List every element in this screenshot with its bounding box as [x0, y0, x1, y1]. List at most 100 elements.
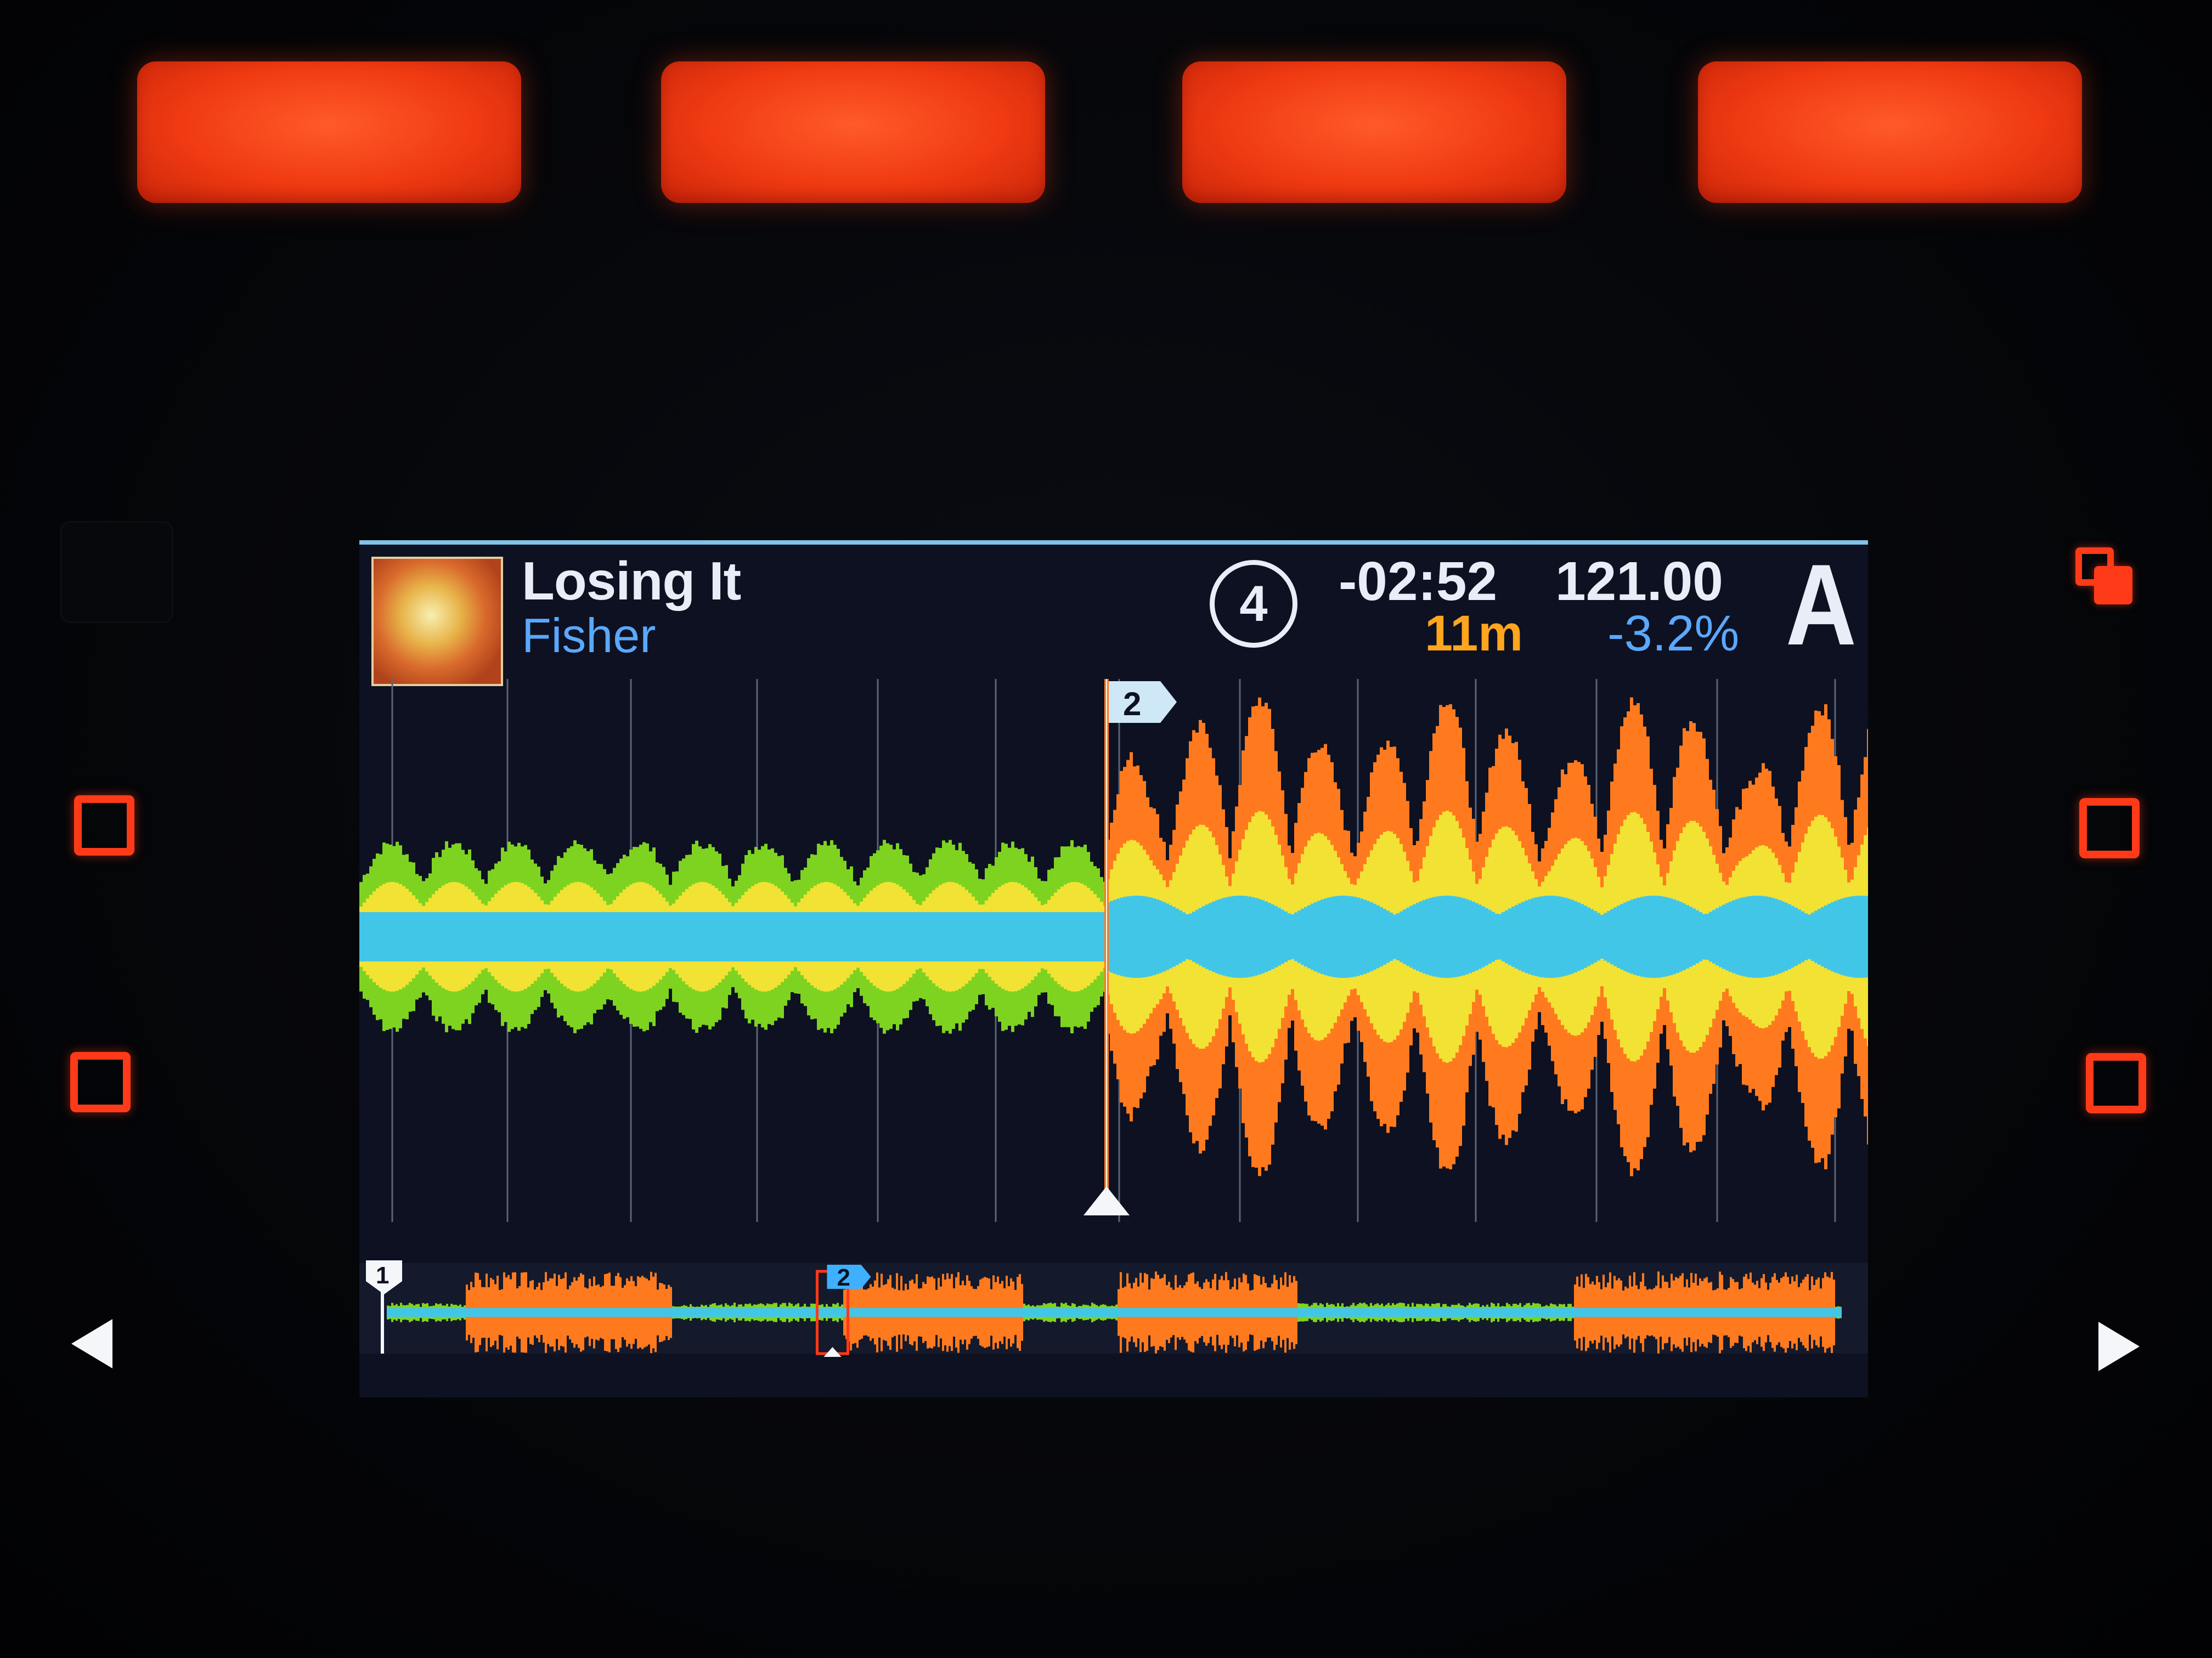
waveform-low-band — [1324, 898, 1327, 975]
overview-low-band — [486, 1308, 488, 1317]
waveform-low-band — [1314, 902, 1317, 972]
waveform-low-band — [1850, 896, 1854, 977]
right-side-button-1[interactable] — [2079, 798, 2140, 858]
waveform-low-band — [1847, 897, 1850, 977]
waveform-low-band — [468, 912, 471, 961]
overview-low-band — [1098, 1308, 1100, 1317]
waveform-low-band — [1238, 896, 1242, 978]
waveform-low-band — [577, 912, 580, 961]
zoomed-waveform[interactable]: 2 — [359, 679, 1868, 1233]
overview-low-band — [1831, 1308, 1833, 1317]
waveform-low-band — [675, 912, 679, 961]
performance-pad-3[interactable] — [1182, 61, 1566, 203]
overview-low-band — [889, 1308, 891, 1317]
performance-pad-1[interactable] — [137, 61, 521, 203]
overview-low-band — [1078, 1308, 1080, 1317]
waveform-low-band — [1011, 912, 1014, 961]
waveform-low-band — [1771, 898, 1775, 976]
waveform-low-band — [603, 912, 606, 961]
right-side-button-2[interactable] — [2086, 1053, 2146, 1113]
waveform-low-band — [1051, 912, 1054, 961]
waveform-low-band — [1031, 912, 1034, 961]
waveform-low-band — [633, 912, 636, 961]
left-side-button-1[interactable] — [74, 795, 134, 856]
waveform-low-band — [1258, 899, 1261, 975]
waveform-low-band — [705, 912, 708, 961]
waveform-low-band — [610, 912, 613, 961]
unlit-button[interactable] — [60, 521, 173, 623]
waveform-low-band — [445, 912, 448, 961]
overview-low-band — [1383, 1308, 1385, 1317]
overview-low-band — [1820, 1308, 1822, 1317]
performance-pad-2[interactable] — [661, 61, 1045, 203]
waveform-low-band — [995, 912, 998, 961]
overview-low-band — [387, 1308, 389, 1317]
triangle-right-icon[interactable] — [2085, 1314, 2151, 1379]
overview-low-band — [1164, 1308, 1166, 1317]
waveform-low-band — [899, 912, 902, 961]
overview-low-band — [1188, 1308, 1190, 1317]
waveform-low-band — [781, 912, 784, 961]
overview-low-band — [1460, 1308, 1462, 1317]
overview-low-band — [872, 1308, 874, 1317]
track-title: Losing It — [522, 551, 741, 611]
waveform-low-band — [1268, 903, 1271, 971]
overview-low-band — [1541, 1308, 1543, 1317]
waveform-low-band — [1307, 905, 1311, 969]
overview-low-band — [1523, 1308, 1526, 1317]
overview-low-band — [591, 1308, 593, 1317]
performance-pad-4[interactable] — [1698, 61, 2082, 203]
overview-low-band — [1249, 1308, 1251, 1317]
waveform-low-band — [1139, 896, 1143, 978]
overview-low-band — [1306, 1308, 1308, 1317]
waveform-low-band — [1386, 910, 1390, 963]
overview-low-band — [834, 1308, 837, 1317]
overview-low-band — [1142, 1308, 1144, 1317]
waveform-low-band — [1719, 906, 1722, 967]
waveform-low-band — [1084, 912, 1087, 961]
overview-low-band — [516, 1308, 518, 1317]
waveform-low-band — [922, 912, 926, 961]
waveform-low-band — [978, 912, 981, 961]
overview-low-band — [1462, 1308, 1464, 1317]
left-side-button-2[interactable] — [70, 1052, 131, 1112]
overview-low-band — [683, 1308, 685, 1317]
overview-low-band — [1372, 1308, 1374, 1317]
overview-low-band — [799, 1308, 802, 1317]
overview-low-band — [1104, 1308, 1107, 1317]
overview-low-band — [492, 1308, 494, 1317]
waveform-low-band — [1781, 901, 1785, 972]
waveform-low-band — [721, 912, 725, 961]
waveform-low-band — [1261, 900, 1265, 974]
overview-low-band — [1111, 1308, 1113, 1317]
overview-low-band — [1262, 1308, 1265, 1317]
layer-icon[interactable] — [2071, 543, 2137, 609]
waveform-low-band — [550, 912, 554, 961]
overview-low-band — [615, 1308, 617, 1317]
overview-low-band — [1017, 1308, 1019, 1317]
overview-low-band — [639, 1308, 641, 1317]
waveform-low-band — [1488, 910, 1492, 964]
waveform-low-band — [1347, 896, 1350, 978]
overview-low-band — [1695, 1308, 1697, 1317]
overview-low-band — [1201, 1308, 1203, 1317]
overview-low-band — [529, 1308, 532, 1317]
overview-low-band — [942, 1308, 944, 1317]
overview-low-band — [981, 1308, 984, 1317]
overview-low-band — [747, 1308, 749, 1317]
overview-low-band — [1427, 1308, 1429, 1317]
waveform-low-band — [1867, 896, 1868, 977]
waveform-low-band — [1274, 906, 1278, 967]
waveform-low-band — [1436, 896, 1439, 977]
overview-low-band — [755, 1308, 758, 1317]
waveform-low-band — [1758, 896, 1762, 978]
overview-low-band — [547, 1308, 549, 1317]
overview-low-band — [775, 1308, 777, 1317]
triangle-left-icon[interactable] — [60, 1311, 126, 1377]
overview-low-band — [723, 1308, 725, 1317]
waveform-low-band — [1502, 912, 1505, 961]
overview-low-band — [1146, 1308, 1148, 1317]
waveform-low-band — [1857, 896, 1860, 978]
waveform-low-band — [1696, 910, 1699, 964]
